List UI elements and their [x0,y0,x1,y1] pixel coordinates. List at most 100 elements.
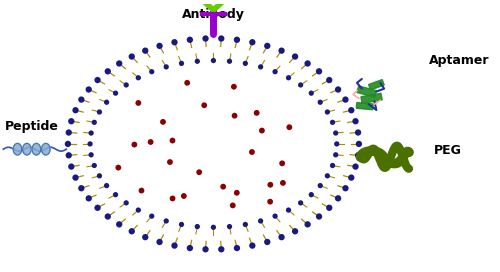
Circle shape [66,129,72,136]
Circle shape [352,163,358,170]
Circle shape [156,43,162,49]
FancyBboxPatch shape [356,103,373,110]
Circle shape [138,188,144,193]
Circle shape [232,113,237,119]
Circle shape [202,102,207,108]
Circle shape [278,48,284,54]
Circle shape [218,246,224,252]
Circle shape [234,245,240,251]
Text: PEG: PEG [434,144,462,157]
Circle shape [66,152,72,159]
Circle shape [211,225,216,230]
Circle shape [249,39,256,45]
Circle shape [179,222,184,227]
Circle shape [97,173,102,178]
Circle shape [104,213,111,220]
Circle shape [304,60,311,67]
Circle shape [272,214,278,219]
Ellipse shape [42,143,50,155]
Text: Antibody: Antibody [182,8,245,21]
Circle shape [97,109,102,115]
Circle shape [242,222,248,227]
Circle shape [330,163,335,168]
Circle shape [164,218,169,224]
Circle shape [316,213,322,220]
Circle shape [68,118,74,124]
Circle shape [88,152,94,157]
Circle shape [220,184,226,190]
Circle shape [136,75,141,81]
Circle shape [258,218,264,224]
Circle shape [218,35,224,42]
Circle shape [104,183,109,188]
Circle shape [128,53,135,60]
Circle shape [186,37,193,43]
Circle shape [324,109,330,115]
Circle shape [136,100,141,106]
Circle shape [92,120,97,125]
Text: Peptide: Peptide [5,120,59,133]
Circle shape [116,165,121,171]
Circle shape [116,60,122,67]
Circle shape [242,61,248,66]
FancyBboxPatch shape [357,86,376,97]
Circle shape [124,82,129,88]
Circle shape [172,242,177,249]
Ellipse shape [22,143,31,155]
Circle shape [78,185,84,191]
Ellipse shape [32,143,40,155]
Circle shape [292,53,298,60]
Circle shape [88,130,94,136]
Circle shape [348,174,354,181]
Circle shape [298,82,304,88]
Circle shape [88,141,92,147]
Circle shape [116,221,122,227]
Circle shape [170,138,175,143]
Circle shape [318,100,323,105]
Circle shape [264,43,270,49]
Circle shape [227,58,232,64]
Circle shape [202,246,208,252]
Circle shape [194,58,200,64]
Circle shape [196,169,202,175]
FancyBboxPatch shape [368,80,384,90]
Circle shape [113,91,118,96]
Circle shape [348,107,354,113]
Circle shape [211,58,216,63]
Circle shape [164,64,169,70]
Circle shape [86,195,92,202]
Circle shape [136,208,141,213]
Circle shape [298,200,304,206]
Circle shape [259,128,265,134]
Circle shape [334,141,340,147]
Circle shape [113,192,118,197]
Circle shape [279,160,285,166]
Circle shape [202,35,208,42]
Circle shape [330,120,335,125]
Circle shape [170,196,175,201]
Circle shape [342,185,348,191]
Circle shape [258,64,264,70]
Circle shape [278,234,284,240]
Circle shape [308,192,314,197]
Circle shape [86,86,92,93]
Circle shape [156,239,162,245]
Circle shape [249,149,255,155]
Circle shape [335,86,342,93]
Circle shape [234,37,240,43]
Circle shape [304,221,311,227]
Circle shape [104,68,111,75]
Circle shape [94,77,100,83]
Circle shape [148,139,154,145]
Circle shape [227,224,232,229]
Circle shape [92,163,97,168]
Circle shape [267,199,273,205]
Circle shape [128,228,135,234]
Circle shape [342,97,348,103]
Circle shape [286,75,291,81]
Circle shape [142,234,148,240]
Circle shape [142,48,148,54]
Circle shape [335,195,342,202]
Circle shape [231,84,237,90]
Circle shape [234,190,239,196]
